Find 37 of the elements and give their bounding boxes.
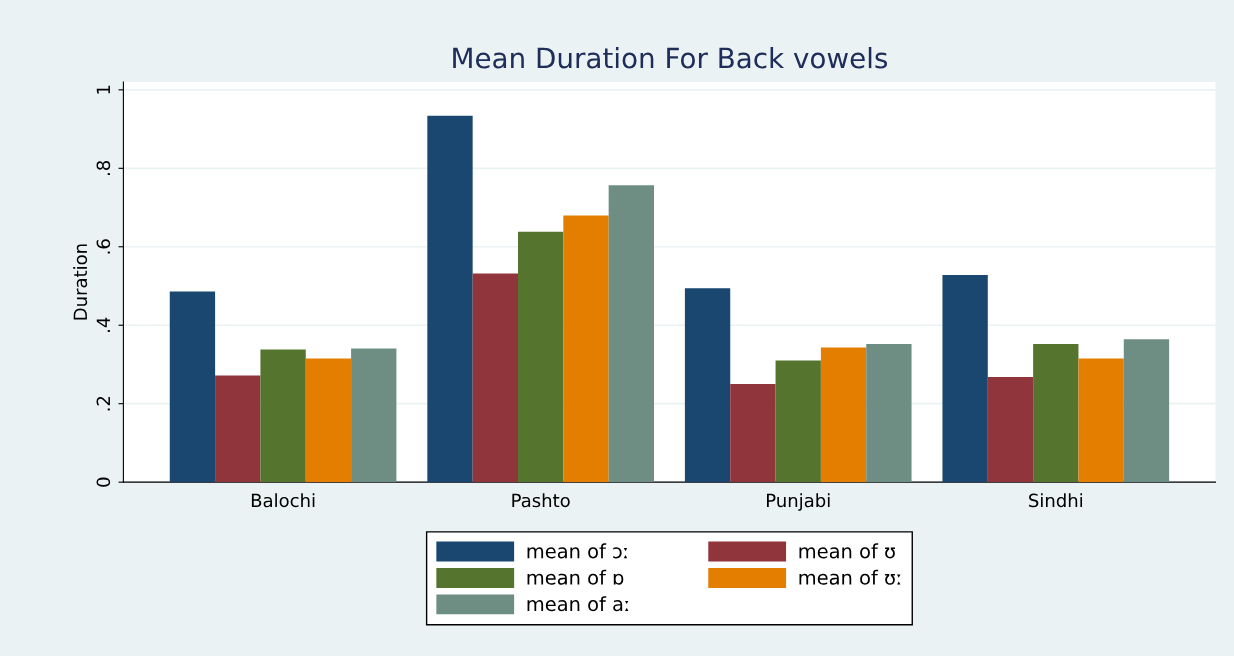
chart-title: Mean Duration For Back vowels xyxy=(453,47,888,69)
bar xyxy=(305,358,352,483)
bar xyxy=(169,291,216,483)
bar xyxy=(942,275,988,483)
bar xyxy=(608,185,654,483)
y-tick-label: .8 xyxy=(96,160,111,175)
y-tick-label: .2 xyxy=(96,396,110,411)
bar xyxy=(427,115,473,483)
legend-label: mean of ʊː xyxy=(799,569,901,585)
bar xyxy=(866,344,912,483)
bar xyxy=(472,273,518,483)
x-tick-label: Balochi xyxy=(251,493,315,508)
bar xyxy=(1078,358,1124,483)
bar xyxy=(351,348,397,483)
bar xyxy=(563,215,609,483)
bar xyxy=(684,288,731,483)
bar xyxy=(517,231,564,483)
x-tick-label: Pashto xyxy=(512,493,570,508)
x-tick-label: Punjabi xyxy=(766,493,830,511)
y-tick-label: .6 xyxy=(96,239,111,254)
legend-label: mean of ʊ xyxy=(799,543,895,559)
legend-label: mean of ɒ xyxy=(527,569,624,585)
bar xyxy=(215,375,261,483)
bar xyxy=(775,360,821,483)
x-tick-label: Sindhi xyxy=(1029,493,1083,508)
bar xyxy=(260,349,306,483)
bar xyxy=(987,377,1034,483)
legend-label: mean of ɔː xyxy=(527,543,628,559)
y-axis-title: Duration xyxy=(73,244,88,320)
bar xyxy=(820,347,867,483)
y-tick-label: 0 xyxy=(96,477,111,487)
y-tick-label: 1 xyxy=(96,85,110,94)
bar xyxy=(730,384,776,483)
legend-label: mean of aː xyxy=(527,596,629,612)
bar xyxy=(1123,339,1170,483)
y-tick-label: .4 xyxy=(96,317,110,332)
bar xyxy=(1033,344,1079,483)
